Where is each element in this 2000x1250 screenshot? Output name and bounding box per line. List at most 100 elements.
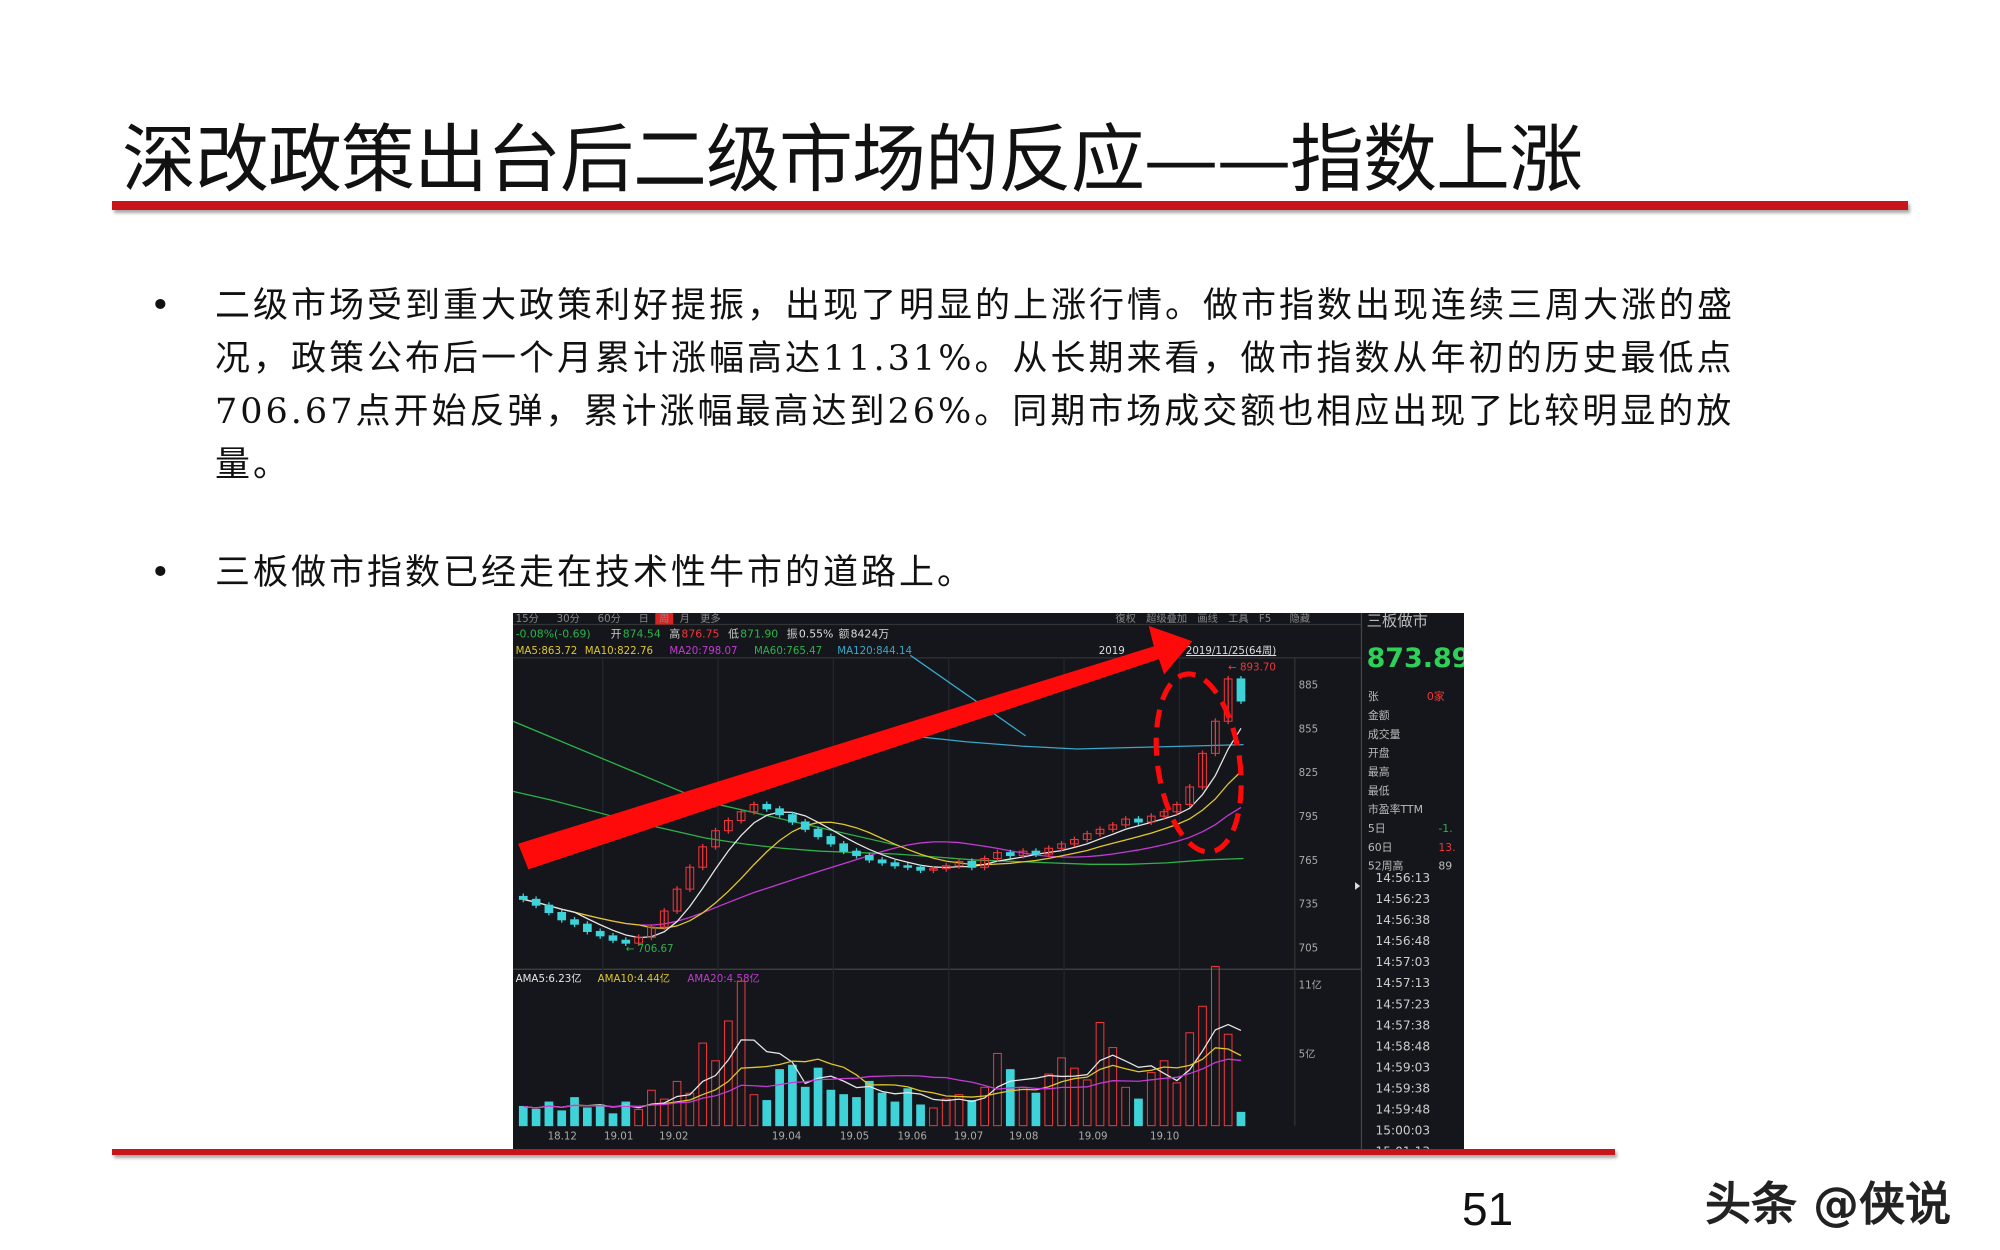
volume-bar: [1185, 1032, 1195, 1127]
candle-body: [1146, 815, 1156, 823]
info-value: 874.54: [623, 627, 661, 640]
quote-label: 开盘: [1368, 746, 1390, 760]
tick-time: 14:58:48: [1376, 1039, 1431, 1053]
expand-arrow-icon: [1355, 882, 1361, 890]
candle-body: [1134, 818, 1143, 823]
tick-time: 14:56:23: [1376, 892, 1431, 906]
vol-legend: AMA10:4.44亿: [598, 972, 670, 985]
candle-body: [980, 857, 990, 868]
info-value: 开: [611, 627, 622, 640]
tick-time: 14:56:38: [1376, 913, 1431, 927]
volume-bar: [1121, 1086, 1130, 1127]
tick-time: 14:57:13: [1376, 976, 1431, 990]
candle-body: [698, 846, 708, 868]
y-tick-label: 765: [1299, 855, 1319, 867]
ma60-line: [512, 720, 898, 846]
toolbar-item: 更多: [700, 613, 721, 625]
candle-body: [967, 860, 977, 868]
x-tick-label: 18.12: [548, 1131, 577, 1143]
candle-body: [723, 820, 733, 832]
toolbar-item: 復权: [1115, 613, 1136, 625]
volume-bar: [621, 1101, 631, 1127]
candle-body: [685, 866, 695, 890]
volume-bar: [544, 1101, 554, 1127]
volume-bar: [929, 1107, 938, 1127]
candle-body: [813, 828, 823, 838]
candle-body: [531, 898, 541, 906]
candle-body: [1159, 811, 1169, 817]
volume-bar: [736, 980, 746, 1127]
tick-time: 14:59:03: [1376, 1060, 1431, 1074]
candle-body: [954, 860, 964, 867]
candle-body: [852, 850, 861, 857]
quote-value: 0家: [1427, 689, 1445, 703]
ma120-line: [910, 735, 1244, 750]
volume-bar: [698, 1042, 708, 1127]
toolbar-item: 超级叠加: [1146, 613, 1187, 625]
volume-bar: [1146, 1072, 1156, 1127]
volume-bar: [877, 1092, 887, 1127]
candle-body: [916, 866, 925, 871]
x-tick-label: 19.02: [659, 1131, 688, 1143]
volume-bar: [852, 1097, 861, 1127]
candle-body: [929, 868, 938, 871]
ma-legend: MA120:844.14: [837, 645, 912, 657]
bullet-dot: •: [150, 553, 174, 593]
candle-body: [1185, 786, 1195, 805]
volume-bar: [1070, 1067, 1079, 1127]
quote-label: 52周高: [1368, 859, 1404, 873]
bullet-text: 二级市场受到重大政策利好提振，出现了明显的上涨行情。做市指数出现连续三周大涨的盛…: [215, 286, 1736, 485]
ma-legend: MA5:863.72: [516, 645, 578, 657]
candle-body: [659, 910, 669, 928]
quote-value: 89: [1438, 860, 1452, 873]
candle-body: [1236, 678, 1246, 702]
quote-label: 5日: [1368, 822, 1386, 835]
quote-value: -1.: [1438, 822, 1452, 835]
volume-bar: [1044, 1073, 1054, 1127]
candle-body: [595, 930, 605, 937]
volume-bar: [826, 1089, 836, 1127]
page-number: 51: [1462, 1183, 1514, 1235]
volume-ma-line: [523, 1058, 1242, 1109]
candle-body: [711, 830, 720, 848]
x-tick-label: 19.10: [1150, 1131, 1179, 1143]
y-tick-label: 885: [1299, 680, 1319, 692]
x-tick-label: 19.07: [954, 1131, 983, 1143]
tick-time: 14:56:13: [1376, 871, 1431, 885]
date-prefix: 2019: [1099, 645, 1125, 657]
quote-value: 13.: [1438, 841, 1455, 854]
volume-bar: [595, 1104, 605, 1127]
toolbar-item: 周: [659, 613, 669, 625]
toolbar-item: 30分: [557, 613, 580, 625]
quote-label: 成交量: [1368, 727, 1401, 741]
info-value: -0.08%(-0.69): [516, 627, 591, 640]
candle-body: [1095, 828, 1105, 835]
vol-legend: AMA20:4.58亿: [687, 972, 759, 985]
date-cursor: 2019/11/25(64周): [1186, 645, 1276, 657]
volume-bar: [980, 1086, 990, 1127]
volume-bar: [634, 1108, 643, 1127]
ma-legend: MA10:822.76: [585, 645, 653, 657]
x-tick-label: 19.06: [898, 1131, 927, 1143]
quote-label: 张: [1368, 690, 1379, 703]
vol-axis-label: 11亿: [1299, 979, 1322, 992]
volume-bar: [608, 1113, 618, 1127]
candle-body: [1121, 818, 1130, 826]
candle-body: [1044, 847, 1054, 855]
volume-bar: [1159, 1060, 1169, 1127]
info-value: 额: [839, 627, 850, 640]
info-value: 0.55%: [799, 627, 834, 640]
y-tick-label: 705: [1299, 942, 1319, 954]
volume-bar: [864, 1080, 874, 1127]
toolbar-item: F5: [1259, 613, 1271, 625]
candle-body: [634, 936, 643, 944]
bullet-dot: •: [150, 286, 174, 326]
ma-legend: MA60:765.47: [754, 645, 822, 657]
candle-body: [1082, 833, 1092, 841]
volume-bar: [1210, 965, 1220, 1127]
title-underline: [112, 201, 1908, 210]
stock-chart-screenshot: 15分 30分 60分 日周月更多 復权 超级叠加 画线 工具 F5 隐藏 -0.08%(-0.69…: [512, 612, 1470, 1158]
volume-bar: [890, 1101, 900, 1127]
volume-bar: [685, 1092, 695, 1127]
quote-label: 最高: [1368, 765, 1390, 779]
